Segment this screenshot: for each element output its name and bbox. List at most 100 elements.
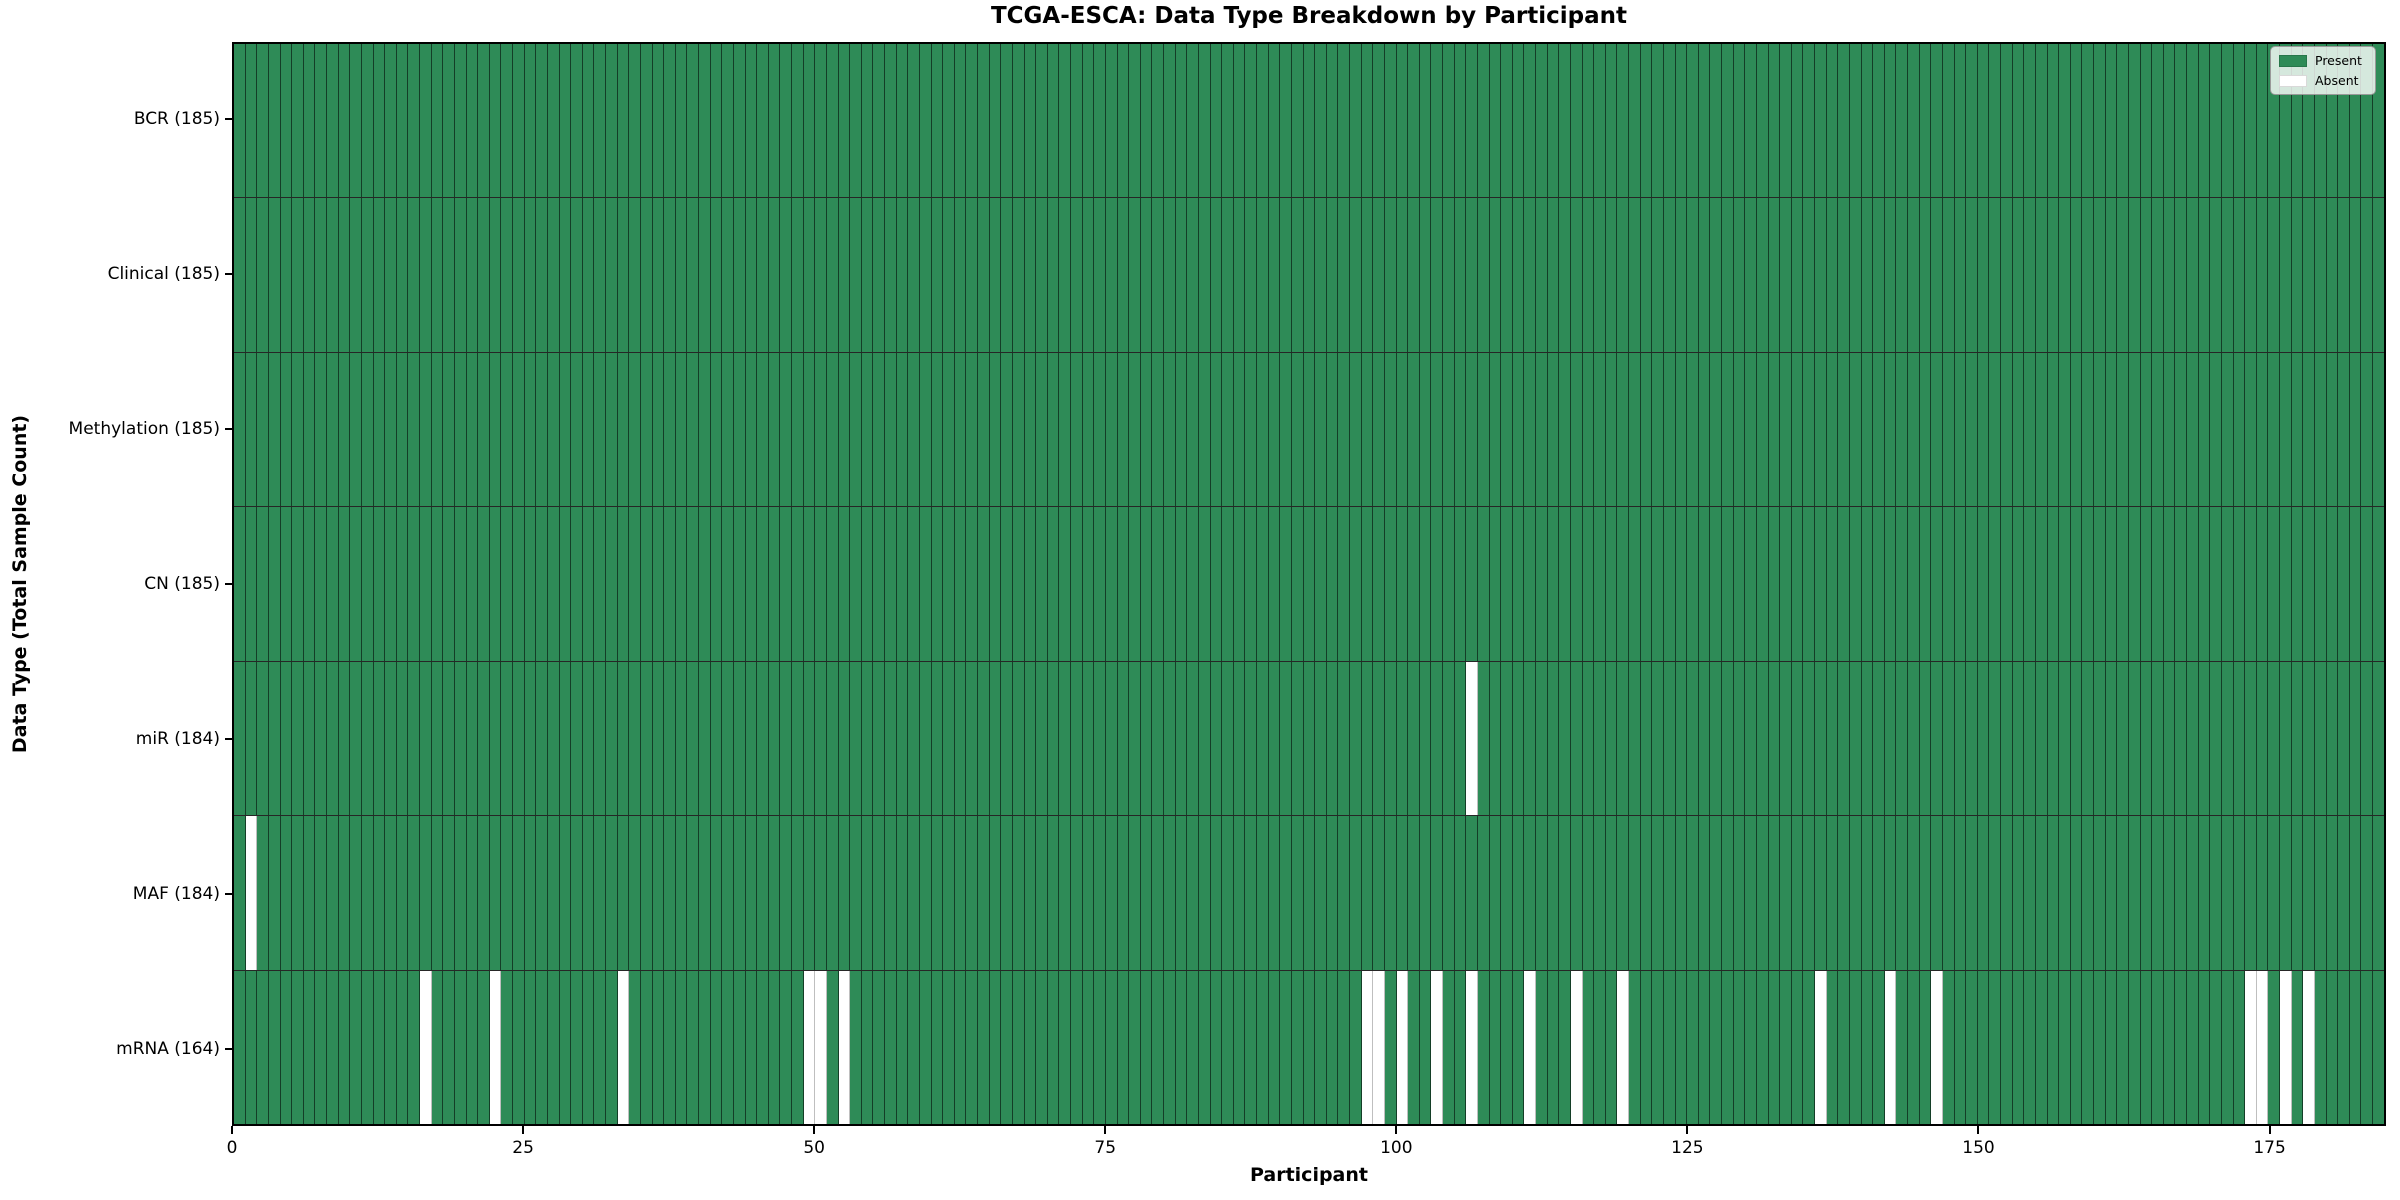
present-cell bbox=[1675, 507, 1688, 661]
present-cell bbox=[966, 661, 978, 816]
present-cell bbox=[559, 352, 572, 507]
present-cell bbox=[478, 44, 490, 198]
present-cell bbox=[908, 352, 920, 507]
present-cell bbox=[1722, 352, 1734, 507]
present-cell bbox=[1140, 970, 1153, 1124]
present-cell bbox=[1849, 44, 1862, 198]
present-cell bbox=[722, 507, 734, 661]
present-cell bbox=[606, 507, 618, 661]
present-cell bbox=[989, 970, 1002, 1124]
present-cell bbox=[1094, 507, 1106, 661]
present-cell bbox=[606, 352, 618, 507]
present-cell bbox=[408, 970, 420, 1124]
present-cell bbox=[1768, 198, 1781, 352]
present-cell bbox=[1524, 198, 1536, 352]
present-cell bbox=[2105, 661, 2118, 816]
present-cell bbox=[1722, 661, 1734, 816]
present-cell bbox=[547, 352, 560, 507]
present-cell bbox=[1768, 816, 1781, 970]
present-cell bbox=[1826, 44, 1839, 198]
present-cell bbox=[1919, 352, 1932, 507]
present-cell bbox=[350, 198, 362, 352]
present-cell bbox=[1268, 352, 1281, 507]
present-cell bbox=[640, 661, 653, 816]
y-tick-mark bbox=[225, 892, 232, 895]
present-cell bbox=[966, 816, 978, 970]
present-cell bbox=[885, 970, 897, 1124]
present-cell bbox=[466, 816, 479, 970]
present-cell bbox=[2210, 661, 2222, 816]
present-cell bbox=[1408, 970, 1420, 1124]
present-cell bbox=[2082, 816, 2094, 970]
present-cell bbox=[931, 198, 944, 352]
present-cell bbox=[710, 816, 723, 970]
present-cell bbox=[1373, 198, 1385, 352]
present-cell bbox=[1629, 661, 1641, 816]
present-cell bbox=[792, 352, 804, 507]
present-cell bbox=[268, 507, 281, 661]
present-cell bbox=[559, 507, 572, 661]
present-cell bbox=[1756, 661, 1769, 816]
present-cell bbox=[1942, 970, 1955, 1124]
present-cell bbox=[1512, 970, 1525, 1124]
present-cell bbox=[1849, 198, 1862, 352]
present-cell bbox=[2245, 816, 2257, 970]
present-cell bbox=[361, 816, 374, 970]
present-cell bbox=[408, 816, 420, 970]
present-cell bbox=[768, 816, 781, 970]
present-cell bbox=[1919, 661, 1932, 816]
present-cell bbox=[1687, 44, 1699, 198]
present-cell bbox=[826, 661, 839, 816]
y-tick-label-mRNA: mRNA (164) bbox=[116, 1038, 220, 1059]
present-cell bbox=[1675, 661, 1688, 816]
present-cell bbox=[234, 198, 246, 352]
present-cell bbox=[1187, 44, 1199, 198]
present-cell bbox=[1780, 507, 1792, 661]
present-cell bbox=[2233, 507, 2246, 661]
present-cell bbox=[1222, 816, 1234, 970]
present-cell bbox=[1036, 198, 1048, 352]
present-cell bbox=[1071, 970, 1083, 1124]
present-cell bbox=[1129, 507, 1141, 661]
present-cell bbox=[1152, 507, 1164, 661]
present-cell bbox=[327, 816, 339, 970]
present-cell bbox=[2326, 816, 2339, 970]
present-cell bbox=[1210, 198, 1223, 352]
present-cell bbox=[1082, 816, 1095, 970]
present-cell bbox=[1396, 44, 1409, 198]
present-cell bbox=[1187, 352, 1199, 507]
present-cell bbox=[292, 816, 304, 970]
present-cell bbox=[978, 198, 990, 352]
present-cell bbox=[1443, 352, 1455, 507]
present-cell bbox=[885, 44, 897, 198]
absent-cell bbox=[803, 970, 816, 1124]
present-cell bbox=[815, 44, 827, 198]
present-cell bbox=[850, 970, 862, 1124]
present-cell bbox=[850, 507, 862, 661]
present-cell bbox=[338, 816, 351, 970]
present-cell bbox=[954, 198, 967, 352]
present-cell bbox=[1605, 44, 1618, 198]
absent-cell bbox=[815, 970, 827, 1124]
present-cell bbox=[547, 507, 560, 661]
present-cell bbox=[908, 816, 920, 970]
present-cell bbox=[1094, 970, 1106, 1124]
present-cell bbox=[629, 507, 641, 661]
present-cell bbox=[1408, 352, 1420, 507]
present-cell bbox=[478, 352, 490, 507]
present-cell bbox=[2245, 44, 2257, 198]
present-cell bbox=[1303, 970, 1316, 1124]
present-cell bbox=[292, 44, 304, 198]
absent-cell bbox=[2280, 970, 2292, 1124]
present-cell bbox=[768, 661, 781, 816]
present-cell bbox=[617, 816, 630, 970]
present-cell bbox=[1803, 970, 1815, 1124]
present-cell bbox=[1082, 507, 1095, 661]
present-cell bbox=[1047, 507, 1060, 661]
present-cell bbox=[989, 198, 1002, 352]
present-cell bbox=[524, 198, 537, 352]
present-cell bbox=[2012, 816, 2025, 970]
present-cell bbox=[1384, 198, 1397, 352]
present-cell bbox=[757, 661, 769, 816]
present-cell bbox=[1605, 352, 1618, 507]
